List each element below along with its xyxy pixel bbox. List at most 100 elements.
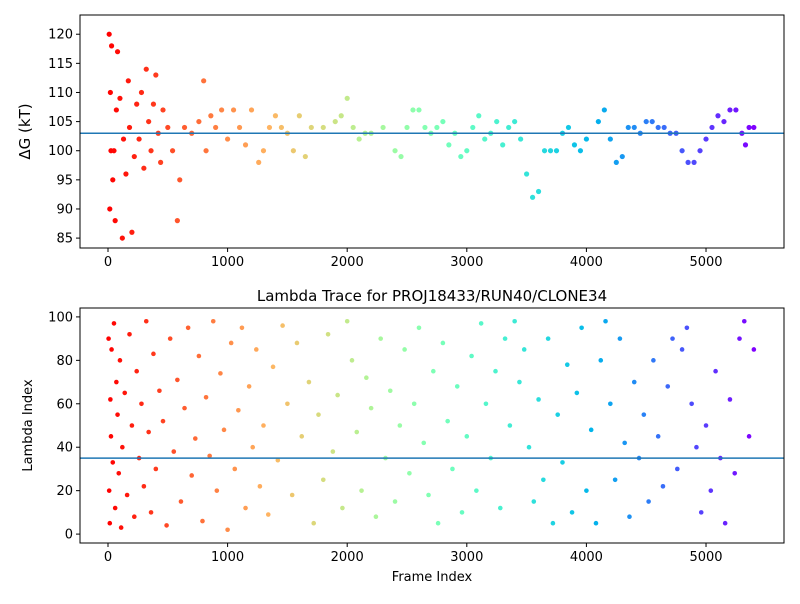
data-point [474, 488, 479, 493]
data-point [200, 518, 205, 524]
data-point [338, 113, 344, 119]
data-point [116, 470, 122, 476]
data-point [698, 510, 704, 515]
data-point [236, 407, 241, 413]
data-point [256, 159, 262, 165]
data-point [232, 466, 238, 472]
data-point [126, 124, 133, 131]
data-point [603, 318, 608, 324]
data-point [737, 336, 742, 341]
data-point [703, 423, 709, 428]
x-tick-label: 1000 [211, 550, 244, 565]
data-point [524, 171, 530, 177]
data-point [612, 477, 618, 483]
data-point [446, 142, 452, 148]
data-point [185, 325, 191, 331]
data-point [118, 525, 124, 530]
data-point [684, 325, 690, 331]
y-tick-label: 95 [56, 173, 73, 188]
data-point [660, 484, 666, 489]
data-point [402, 347, 407, 352]
data-point [529, 194, 536, 200]
data-point [114, 379, 119, 385]
data-point [266, 124, 273, 131]
data-point [569, 510, 575, 515]
data-point [356, 136, 362, 142]
data-point [160, 107, 166, 113]
data-point [196, 353, 202, 359]
data-point [512, 318, 517, 324]
data-point [579, 325, 584, 331]
data-point [541, 477, 546, 483]
data-point [470, 124, 476, 131]
data-point [410, 107, 416, 113]
data-point [550, 520, 556, 526]
data-point [670, 336, 675, 341]
data-point [531, 499, 537, 504]
data-point [613, 159, 619, 165]
data-point [311, 520, 317, 526]
data-point [108, 43, 115, 49]
data-point [278, 124, 285, 131]
x-tick-label: 5000 [689, 255, 722, 270]
data-point [175, 377, 180, 383]
data-point [157, 388, 162, 394]
data-point [607, 136, 613, 142]
data-point [134, 368, 139, 374]
data-point [675, 466, 680, 472]
data-point [655, 124, 661, 131]
data-point [265, 512, 271, 517]
data-point [210, 318, 216, 324]
data-point [111, 148, 117, 154]
data-point [679, 148, 685, 154]
data-point [450, 466, 455, 472]
data-point [416, 107, 422, 113]
data-point [722, 520, 728, 526]
data-point [275, 457, 281, 463]
data-point [595, 118, 601, 125]
data-point [196, 118, 202, 125]
data-point [476, 113, 482, 119]
data-point [218, 371, 223, 376]
data-point [526, 444, 532, 450]
data-point [641, 412, 647, 417]
data-point [500, 142, 506, 148]
data-point [545, 336, 551, 341]
data-point [518, 136, 524, 142]
data-point [219, 107, 225, 113]
x-tick-label: 3000 [450, 550, 483, 565]
data-point [115, 412, 120, 417]
data-point [110, 177, 116, 183]
data-point [257, 484, 263, 489]
data-point [111, 321, 117, 326]
data-point [136, 136, 142, 142]
data-point [458, 153, 464, 160]
data-point [440, 340, 446, 346]
data-point [344, 95, 350, 101]
data-point [289, 492, 295, 498]
data-point [132, 514, 137, 520]
data-point [296, 113, 302, 119]
data-point [124, 492, 130, 498]
data-point [368, 405, 374, 411]
data-point [260, 148, 267, 154]
data-point [272, 113, 279, 119]
data-point [435, 520, 441, 526]
data-point [143, 318, 149, 324]
chart-title: Lambda Trace for PROJ18433/RUN40/CLONE34 [257, 287, 607, 305]
data-point [364, 375, 369, 381]
data-point [631, 124, 637, 131]
data-point [153, 72, 159, 78]
data-point [571, 142, 578, 148]
data-point [422, 124, 428, 131]
x-tick-label: 4000 [570, 550, 603, 565]
data-point [593, 520, 599, 526]
y-tick-label: 90 [56, 202, 73, 217]
data-point [392, 148, 398, 154]
data-point [746, 434, 752, 439]
data-point [665, 384, 671, 389]
data-point [373, 514, 379, 520]
data-point [574, 390, 580, 396]
data-point [494, 118, 500, 125]
x-axis-label: Frame Index [392, 570, 473, 585]
